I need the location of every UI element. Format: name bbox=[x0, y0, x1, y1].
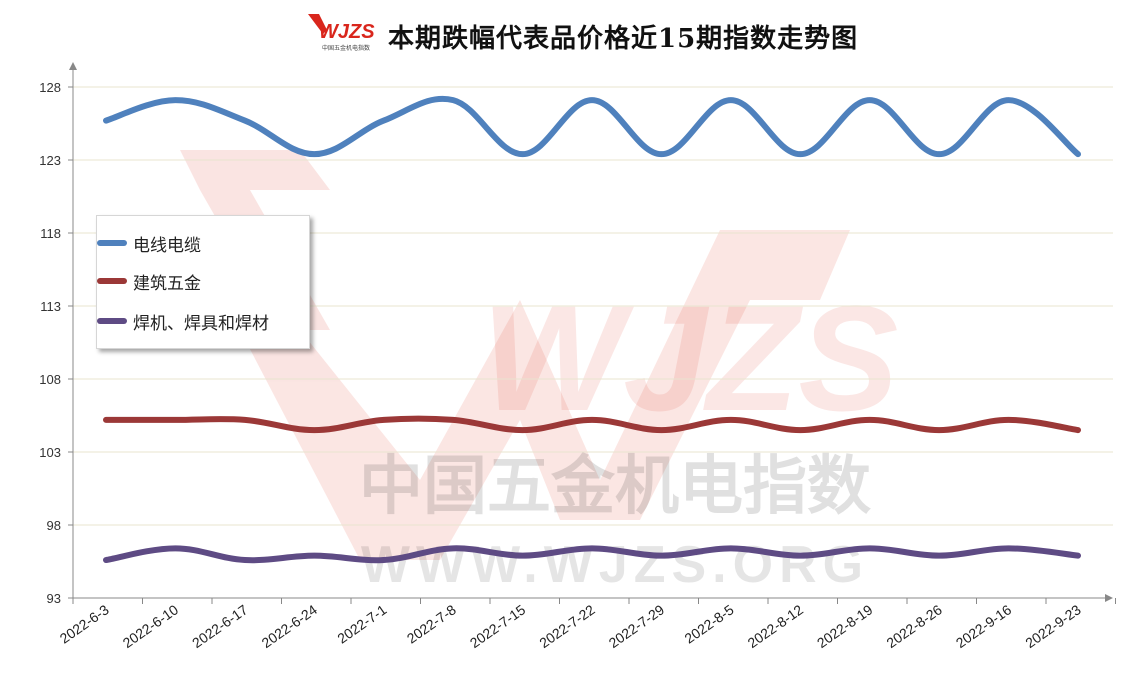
x-tick-label-10: 2022-8-12 bbox=[745, 601, 807, 651]
series-line-0 bbox=[103, 95, 1081, 158]
chart-header: WJZS 中国五金机电指数 本期跌幅代表品价格近15期指数走势图 bbox=[0, 10, 1141, 60]
axes bbox=[69, 62, 1113, 602]
x-tick-labels: 2022-6-3 2022-6-10 2022-6-17 2022-6-24 2022-… bbox=[57, 598, 1116, 651]
x-axis-arrow bbox=[1105, 594, 1113, 602]
x-tick-label-9: 2022-8-5 bbox=[681, 601, 736, 646]
logo-subtext: 中国五金机电指数 bbox=[322, 44, 370, 52]
y-tick-label-0: 93 bbox=[47, 591, 61, 606]
x-tick-label-6: 2022-7-15 bbox=[467, 601, 529, 651]
legend-item-2: 焊机、焊具和焊材 bbox=[97, 306, 309, 336]
y-tick-label-3: 108 bbox=[39, 372, 61, 387]
x-tick-label-14: 2022-9-23 bbox=[1022, 601, 1084, 651]
legend-label-0: 电线电缆 bbox=[133, 236, 201, 256]
y-tick-label-5: 118 bbox=[40, 226, 61, 241]
series-lines bbox=[103, 95, 1081, 564]
x-tick-label-13: 2022-9-16 bbox=[953, 601, 1015, 651]
y-tick-label-2: 103 bbox=[39, 445, 61, 460]
y-tick-label-7: 128 bbox=[39, 80, 61, 95]
legend: 电线电缆 建筑五金 焊机、焊具和焊材 bbox=[96, 215, 310, 349]
y-axis-arrow bbox=[69, 62, 77, 70]
y-tick-labels: 93 98 103 108 113 118 123 128 bbox=[39, 80, 73, 606]
logo-brand: WJZS bbox=[319, 21, 375, 43]
y-tick-label-1: 98 bbox=[47, 518, 61, 533]
x-tick-label-5: 2022-7-8 bbox=[404, 601, 459, 646]
x-tick-label-7: 2022-7-22 bbox=[536, 601, 598, 651]
y-tick-label-4: 113 bbox=[40, 299, 61, 314]
x-tick-label-4: 2022-7-1 bbox=[334, 601, 389, 646]
chart-title: 本期跌幅代表品价格近15期指数走势图 bbox=[388, 24, 859, 54]
x-tick-label-11: 2022-8-19 bbox=[814, 601, 876, 651]
legend-swatch-2 bbox=[97, 318, 127, 324]
y-tick-label-6: 123 bbox=[39, 153, 61, 168]
legend-label-2: 焊机、焊具和焊材 bbox=[133, 314, 269, 334]
x-tick-label-1: 2022-6-10 bbox=[120, 601, 182, 651]
series-line-1 bbox=[103, 415, 1081, 434]
series-line-2 bbox=[103, 545, 1081, 564]
x-tick-label-0: 2022-6-3 bbox=[57, 601, 112, 646]
legend-item-1: 建筑五金 bbox=[97, 266, 309, 296]
x-tick-label-12: 2022-8-26 bbox=[883, 601, 945, 651]
wjzs-logo: WJZS 中国五金机电指数 bbox=[308, 14, 375, 52]
x-tick-label-8: 2022-7-29 bbox=[606, 601, 668, 651]
legend-label-1: 建筑五金 bbox=[133, 274, 201, 294]
x-tick-label-3: 2022-6-24 bbox=[259, 601, 321, 651]
legend-swatch-1 bbox=[97, 278, 127, 284]
legend-item-0: 电线电缆 bbox=[97, 228, 309, 258]
x-tick-label-2: 2022-6-17 bbox=[189, 601, 251, 651]
legend-swatch-0 bbox=[97, 240, 127, 246]
